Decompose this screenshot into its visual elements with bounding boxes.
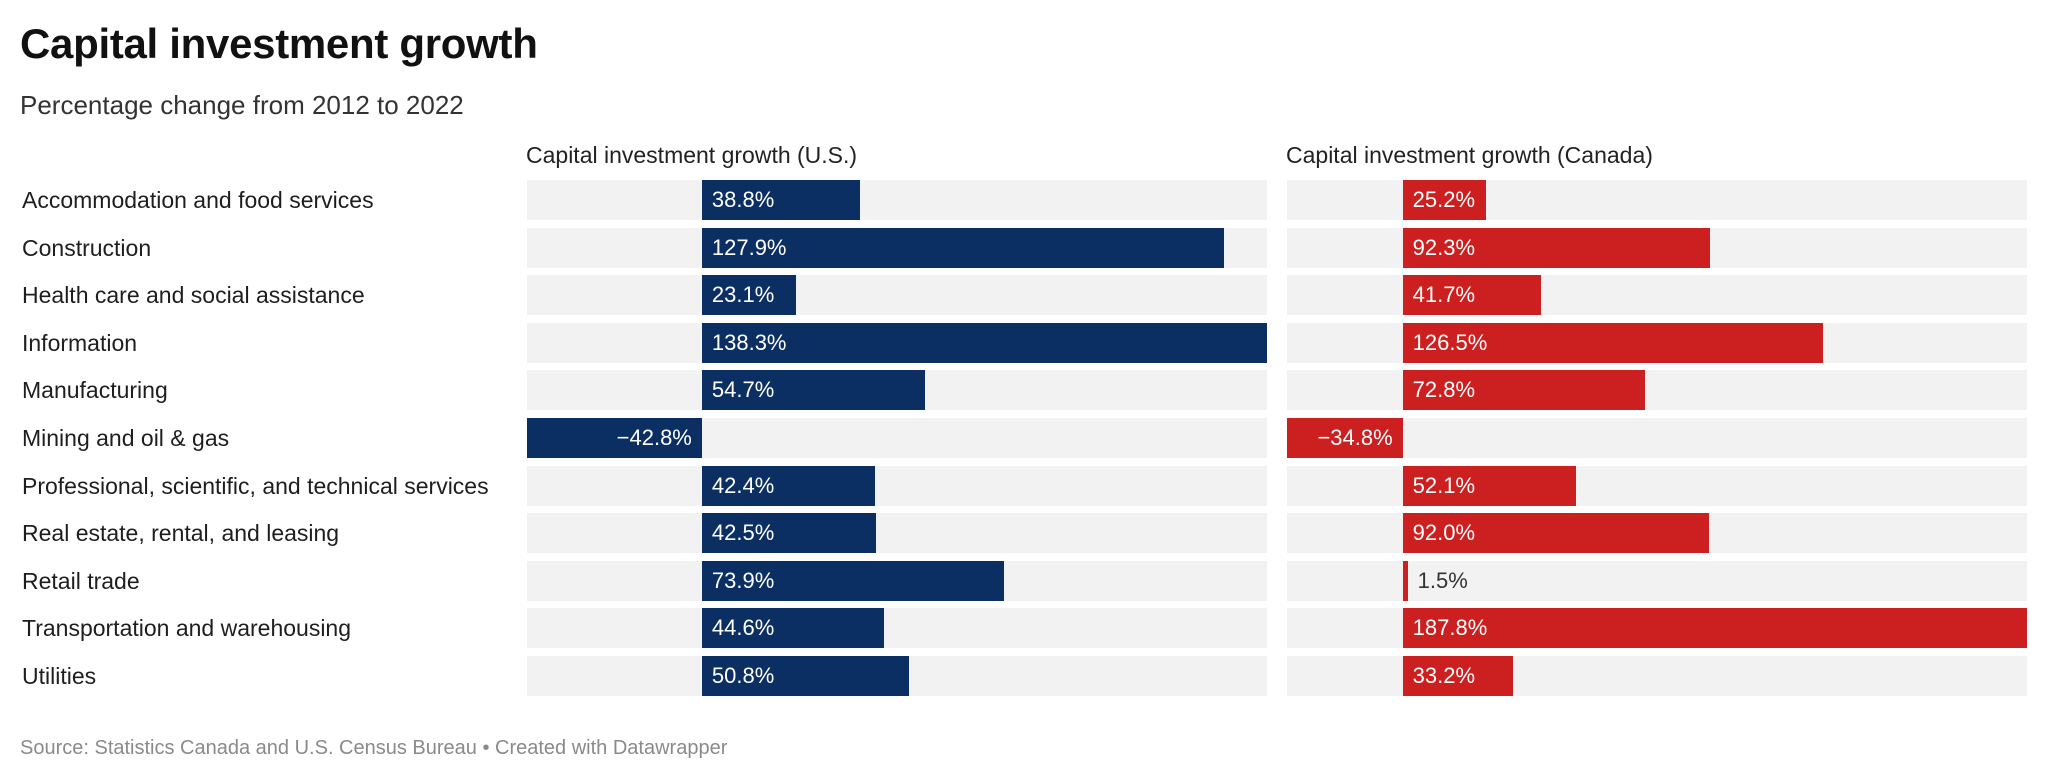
row-background-canada-health-care-and-social-assistance	[1287, 275, 2027, 316]
bar-canada-accommodation-and-food-services	[1402, 180, 1487, 220]
value-label-canada-professional-scientific-and-technical-services: 52.1%	[1412, 472, 1476, 498]
panel-title-canada: Capital investment growth (Canada)	[1286, 142, 1653, 168]
bar-canada-professional-scientific-and-technical-services	[1402, 465, 1576, 506]
row-background-us-professional-scientific-and-technical-services	[527, 465, 1267, 506]
value-label-canada-retail-trade: 1.5%	[1417, 567, 1468, 593]
bar-canada-retail-trade	[1402, 560, 1408, 601]
row-background-canada-accommodation-and-food-services	[1287, 180, 2027, 220]
value-label-us-utilities: 50.8%	[711, 663, 775, 688]
value-label-canada-real-estate-rental-and-leasing: 92.0%	[1412, 520, 1476, 546]
row-background-us-accommodation-and-food-services	[527, 180, 1267, 220]
bar-us-utilities	[701, 656, 910, 696]
bar-us-manufacturing	[701, 370, 926, 411]
bar-us-information	[701, 322, 1267, 363]
row-background-us-health-care-and-social-assistance	[527, 275, 1267, 316]
row-background-canada-professional-scientific-and-technical-services	[1287, 465, 2027, 506]
bar-us-health-care-and-social-assistance	[701, 275, 797, 316]
category-label-construction: Construction	[22, 234, 152, 261]
chart-subtitle: Percentage change from 2012 to 2022	[20, 90, 464, 120]
value-label-us-retail-trade: 73.9%	[711, 567, 775, 593]
value-label-us-accommodation-and-food-services: 38.8%	[711, 187, 775, 212]
bar-us-accommodation-and-food-services	[701, 180, 861, 220]
value-label-canada-utilities: 33.2%	[1412, 663, 1476, 688]
category-label-accommodation-and-food-services: Accommodation and food services	[22, 187, 374, 213]
panel-title-us: Capital investment growth (U.S.)	[526, 142, 858, 168]
row-background-us-transportation-and-warehousing	[527, 608, 1267, 649]
bar-canada-information	[1402, 322, 1824, 363]
bar-canada-manufacturing	[1402, 370, 1645, 411]
value-label-canada-construction: 92.3%	[1412, 234, 1476, 260]
chart-title: Capital investment growth	[20, 20, 538, 67]
value-label-us-information: 138.3%	[711, 329, 787, 355]
row-background-canada-manufacturing	[1287, 370, 2027, 411]
bar-canada-real-estate-rental-and-leasing	[1402, 513, 1709, 554]
row-background-us-real-estate-rental-and-leasing	[527, 513, 1267, 554]
value-label-us-manufacturing: 54.7%	[711, 377, 775, 403]
bar-us-real-estate-rental-and-leasing	[701, 513, 876, 554]
bar-us-professional-scientific-and-technical-services	[701, 465, 876, 506]
value-label-canada-transportation-and-warehousing: 187.8%	[1412, 615, 1488, 641]
value-label-canada-mining-and-oil-gas: −34.8%	[1317, 425, 1393, 450]
category-label-utilities: Utilities	[22, 663, 97, 689]
value-label-us-transportation-and-warehousing: 44.6%	[711, 615, 775, 641]
value-label-canada-accommodation-and-food-services: 25.2%	[1412, 187, 1476, 212]
category-label-professional-scientific-and-technical-services: Professional, scientific, and technical …	[22, 472, 489, 499]
chart-footer: Source: Statistics Canada and U.S. Censu…	[20, 737, 728, 759]
value-label-canada-manufacturing: 72.8%	[1412, 377, 1476, 403]
value-label-canada-information: 126.5%	[1412, 329, 1488, 355]
bar-us-transportation-and-warehousing	[701, 608, 885, 649]
category-label-retail-trade: Retail trade	[22, 567, 140, 594]
bar-canada-construction	[1402, 227, 1710, 268]
bar-canada-mining-and-oil-gas	[1287, 418, 1403, 458]
bar-canada-utilities	[1402, 656, 1514, 696]
category-label-health-care-and-social-assistance: Health care and social assistance	[22, 282, 365, 309]
value-label-us-real-estate-rental-and-leasing: 42.5%	[711, 520, 775, 546]
value-label-us-mining-and-oil-gas: −42.8%	[616, 425, 692, 450]
row-background-canada-utilities	[1287, 656, 2027, 696]
category-label-mining-and-oil-gas: Mining and oil & gas	[22, 425, 230, 451]
bar-us-mining-and-oil-gas	[527, 418, 702, 458]
category-label-manufacturing: Manufacturing	[22, 377, 168, 404]
row-background-canada-mining-and-oil-gas	[1287, 418, 2027, 458]
category-label-real-estate-rental-and-leasing: Real estate, rental, and leasing	[22, 520, 340, 547]
value-label-us-health-care-and-social-assistance: 23.1%	[711, 282, 775, 308]
value-label-us-construction: 127.9%	[711, 234, 787, 260]
category-label-transportation-and-warehousing: Transportation and warehousing	[22, 615, 352, 642]
value-label-canada-health-care-and-social-assistance: 41.7%	[1412, 282, 1476, 308]
value-label-us-professional-scientific-and-technical-services: 42.4%	[711, 472, 775, 498]
row-background-canada-retail-trade	[1287, 560, 2027, 601]
bar-us-construction	[701, 227, 1225, 268]
bar-canada-transportation-and-warehousing	[1402, 608, 2027, 649]
bar-canada-health-care-and-social-assistance	[1402, 275, 1542, 316]
category-label-information: Information	[22, 329, 138, 356]
bar-us-retail-trade	[701, 560, 1004, 601]
